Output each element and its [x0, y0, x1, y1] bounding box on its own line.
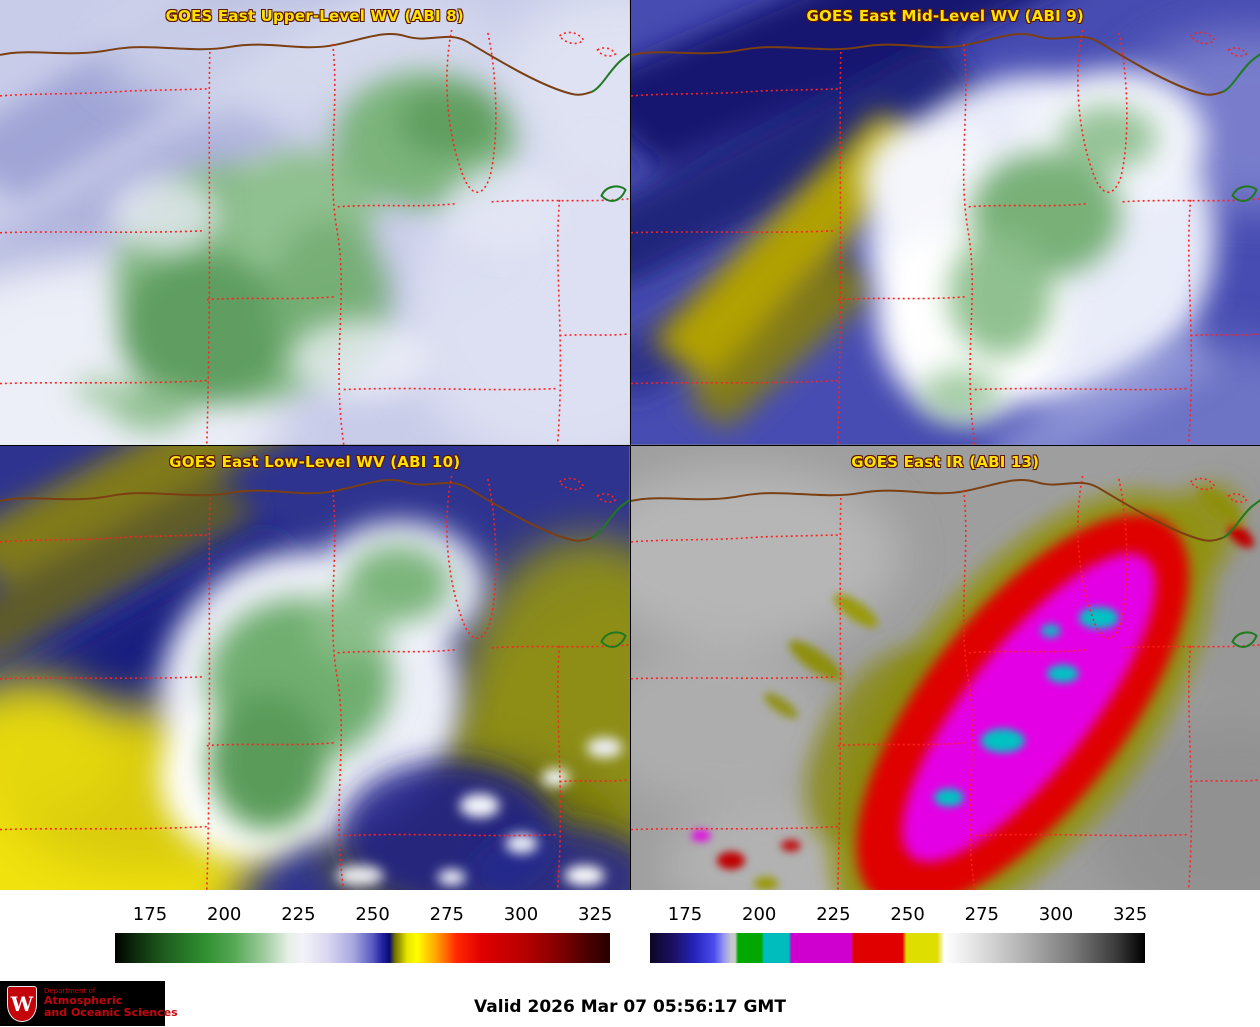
logo-line-1: Atmospheric: [44, 994, 123, 1008]
satellite-image-low-wv: [0, 445, 630, 890]
colorbar-tick: 200: [207, 904, 242, 925]
colorbar-tick: 250: [890, 904, 925, 925]
colorbar-tick: 300: [1038, 904, 1074, 925]
panel-title-upper-wv: GOES East Upper-Level WV (ABI 8): [165, 7, 464, 25]
satellite-image-mid-wv: [630, 0, 1260, 445]
colorbar-ir-gradient: [650, 933, 1145, 963]
colorbar-infrared: 175 200 225 250 275 300 325: [650, 904, 1148, 963]
uw-aos-logo-text: Department of Atmospheric and Oceanic Sc…: [44, 986, 178, 1020]
coldest-tops-magenta: [901, 552, 1155, 862]
colorbar-ir-ticks: 175 200 225 250 275 300 325: [650, 904, 1148, 930]
colorbar-wv-gradient: [115, 933, 610, 963]
colorbar-tick: 200: [742, 904, 777, 925]
logo-line-2: and Oceanic Sciences: [44, 1006, 178, 1020]
panel-title-mid-wv: GOES East Mid-Level WV (ABI 9): [806, 7, 1084, 25]
panel-mid-level-wv: GOES East Mid-Level WV (ABI 9): [630, 0, 1260, 445]
cold-cloud-green: [207, 545, 450, 831]
valid-timestamp: Valid 2026 Mar 07 05:56:17 GMT: [474, 997, 786, 1017]
colorbar-tick: 275: [429, 904, 464, 925]
legend-footer: 175 200 225 250 275 300 325 175 200 225 250 275 300…: [0, 890, 1260, 1027]
colorbar-tick: 175: [667, 904, 703, 925]
logo-dept-line: Department of: [44, 986, 96, 995]
uw-crest-icon: W: [7, 985, 37, 1022]
cloud-fringes: [109, 164, 565, 400]
popcorn-clouds: [335, 737, 623, 886]
satellite-quad-grid: GOES East Upper-Level WV (ABI 8): [0, 0, 1260, 890]
panel-title-low-wv: GOES East Low-Level WV (ABI 10): [169, 452, 461, 471]
colorbar-tick: 275: [964, 904, 999, 925]
colorbar-tick: 225: [281, 904, 316, 925]
colorbar-tick: 225: [816, 904, 851, 925]
colorbar-wv-ticks: 175 200 225 250 275 300 325: [115, 904, 613, 930]
panel-low-level-wv: GOES East Low-Level WV (ABI 10): [0, 445, 630, 890]
overshooting-tops-cyan: [933, 606, 1119, 807]
colorbar-tick: 250: [355, 904, 390, 925]
very-dry-yellow-streak: [650, 109, 931, 430]
cold-cloud-green: [920, 105, 1157, 421]
colorbar-tick: 300: [503, 904, 539, 925]
panel-upper-level-wv: GOES East Upper-Level WV (ABI 8): [0, 0, 630, 445]
satellite-image-ir: [630, 445, 1260, 890]
colorbar-tick: 325: [578, 904, 613, 925]
lower-right-streak: [980, 329, 1221, 445]
panel-title-ir: GOES East IR (ABI 13): [851, 452, 1040, 471]
detached-cold-spots: [690, 487, 1254, 890]
uw-aos-logo: W Department of Atmospheric and Oceanic …: [0, 981, 178, 1026]
colorbar-tick: 325: [1113, 904, 1148, 925]
colorbar-water-vapor: 175 200 225 250 275 300 325: [115, 904, 613, 963]
colorbar-tick: 175: [132, 904, 168, 925]
satellite-image-upper-wv: [0, 0, 630, 445]
olive-streaks-topleft: [0, 445, 268, 658]
panel-ir: GOES East IR (ABI 13): [630, 445, 1260, 890]
